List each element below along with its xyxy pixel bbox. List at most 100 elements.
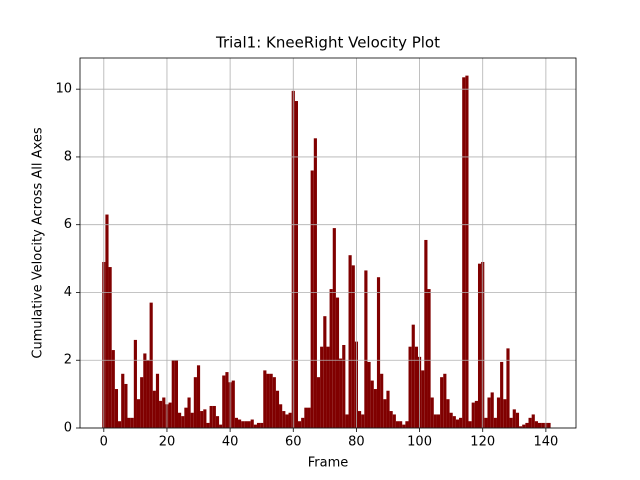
bar	[332, 228, 336, 428]
bar	[462, 77, 466, 429]
bar	[519, 426, 523, 428]
bar	[395, 421, 400, 428]
bar	[313, 138, 317, 429]
bar	[487, 397, 491, 428]
plot-frame	[79, 57, 577, 429]
bar	[471, 402, 475, 428]
bar	[256, 422, 261, 428]
bar	[509, 417, 513, 428]
bar	[522, 424, 526, 428]
bar	[219, 424, 223, 428]
bar	[537, 422, 542, 428]
bar	[149, 302, 153, 428]
bar	[130, 417, 134, 428]
bar	[310, 170, 314, 428]
bar	[203, 409, 207, 428]
bar	[184, 407, 188, 428]
bar	[339, 358, 343, 428]
bar	[455, 419, 460, 428]
bar	[304, 407, 308, 428]
bar	[342, 344, 346, 428]
bar	[118, 421, 122, 428]
y-tick-label: 10	[55, 82, 72, 97]
bar	[405, 421, 409, 428]
bar	[534, 421, 538, 428]
bar	[275, 390, 280, 428]
bar	[367, 361, 371, 428]
bar	[171, 360, 175, 428]
bar	[127, 417, 131, 428]
x-tick-label: 100	[407, 435, 432, 450]
bar	[329, 289, 333, 428]
bar	[506, 348, 510, 428]
x-tick-label: 120	[470, 435, 495, 450]
bar	[376, 277, 381, 428]
bar	[490, 392, 494, 428]
bar	[225, 372, 229, 428]
bar	[159, 400, 163, 428]
bar	[288, 412, 292, 428]
x-tick-label: 40	[222, 435, 239, 450]
bar	[424, 239, 428, 428]
bar	[326, 346, 330, 428]
bar	[500, 361, 504, 428]
bar	[168, 402, 172, 428]
bar	[335, 297, 340, 428]
bar	[465, 75, 469, 428]
bar	[370, 380, 374, 428]
bar	[323, 316, 327, 428]
bar	[174, 360, 179, 428]
bar	[474, 400, 478, 428]
bar	[114, 389, 119, 428]
bar	[440, 377, 444, 428]
bar	[433, 414, 437, 428]
bar	[279, 404, 283, 428]
bar	[263, 370, 267, 428]
bar	[196, 365, 201, 428]
bar	[140, 377, 144, 428]
bar	[383, 399, 387, 428]
bar	[298, 421, 302, 428]
y-tick-label: 8	[64, 149, 72, 164]
bar	[206, 422, 210, 428]
bar	[351, 265, 355, 428]
bar	[541, 422, 545, 428]
bar	[493, 417, 497, 428]
bar	[178, 412, 182, 428]
x-tick-label: 140	[533, 435, 558, 450]
bar	[452, 416, 456, 428]
bar	[503, 399, 507, 428]
bar	[133, 339, 137, 428]
bar	[234, 417, 239, 428]
bar	[389, 411, 393, 428]
y-tick-label: 0	[64, 421, 72, 436]
bar	[414, 346, 418, 428]
x-axis-label: Frame	[308, 456, 349, 471]
bar	[260, 422, 264, 428]
bar	[345, 414, 349, 428]
bar	[162, 397, 166, 428]
x-tick-label: 80	[348, 435, 365, 450]
y-tick-label: 2	[64, 353, 72, 368]
bar	[446, 399, 450, 428]
bar	[373, 389, 377, 428]
x-tick-label: 60	[285, 435, 302, 450]
bar	[436, 414, 441, 428]
bar	[209, 405, 213, 428]
bar	[121, 373, 125, 428]
bar	[282, 411, 286, 428]
bar	[181, 416, 185, 428]
bar	[348, 255, 352, 428]
chart-title: Trial1: KneeRight Velocity Plot	[215, 34, 440, 52]
bar	[386, 390, 390, 428]
bar	[380, 373, 384, 428]
bar	[484, 417, 488, 428]
bar	[250, 419, 254, 428]
bar	[241, 421, 245, 428]
bar	[152, 390, 156, 428]
bar	[430, 397, 434, 428]
bar	[108, 267, 112, 428]
bar	[215, 416, 220, 428]
bar	[105, 214, 109, 428]
